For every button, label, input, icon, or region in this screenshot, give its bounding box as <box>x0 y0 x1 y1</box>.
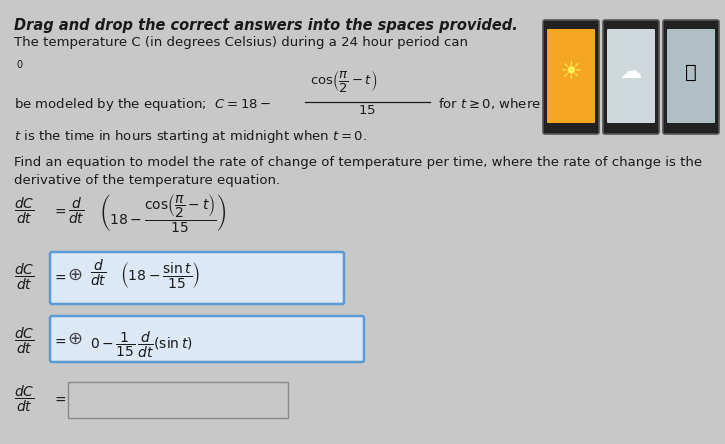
Text: The temperature C (in degrees Celsius) during a 24 hour period can: The temperature C (in degrees Celsius) d… <box>14 36 468 49</box>
Text: $=$: $=$ <box>52 392 67 406</box>
Text: be modeled by the equation;  $C = 18 -$: be modeled by the equation; $C = 18 -$ <box>14 96 271 113</box>
Text: for $t \geq 0$, where: for $t \geq 0$, where <box>438 96 541 111</box>
Text: $\left(18 - \dfrac{\sin t}{15}\right)$: $\left(18 - \dfrac{\sin t}{15}\right)$ <box>120 260 200 290</box>
FancyBboxPatch shape <box>547 29 595 123</box>
Text: Find an equation to model the rate of change of temperature per time, where the : Find an equation to model the rate of ch… <box>14 156 702 169</box>
FancyBboxPatch shape <box>667 29 715 123</box>
FancyBboxPatch shape <box>50 316 364 362</box>
Text: ☀: ☀ <box>560 60 582 84</box>
Text: $=$: $=$ <box>52 204 67 218</box>
Text: $t$ is the time in hours starting at midnight when $t = 0$.: $t$ is the time in hours starting at mid… <box>14 128 367 145</box>
Text: ⛅: ⛅ <box>685 63 697 82</box>
FancyBboxPatch shape <box>603 20 659 134</box>
Text: $\dfrac{dC}{dt}$: $\dfrac{dC}{dt}$ <box>14 326 35 357</box>
FancyBboxPatch shape <box>543 20 599 134</box>
Bar <box>68 382 288 418</box>
Text: $\dfrac{d}{dt}$: $\dfrac{d}{dt}$ <box>68 196 85 226</box>
Text: $15$: $15$ <box>358 104 376 117</box>
Text: $=$: $=$ <box>52 270 67 284</box>
Text: $=$: $=$ <box>52 334 67 348</box>
FancyBboxPatch shape <box>607 29 655 123</box>
FancyBboxPatch shape <box>50 252 344 304</box>
Text: $\dfrac{dC}{dt}$: $\dfrac{dC}{dt}$ <box>14 384 35 414</box>
Text: ⊕: ⊕ <box>67 266 82 284</box>
Text: $\dfrac{dC}{dt}$: $\dfrac{dC}{dt}$ <box>14 262 35 292</box>
Text: $\left(18 - \dfrac{\cos\!\left(\dfrac{\pi}{2}-t\right)}{15}\right)$: $\left(18 - \dfrac{\cos\!\left(\dfrac{\p… <box>100 192 226 234</box>
Text: ☁: ☁ <box>620 62 642 82</box>
Text: $\dfrac{d}{dt}$: $\dfrac{d}{dt}$ <box>90 258 107 288</box>
Text: Drag and drop the correct answers into the spaces provided.: Drag and drop the correct answers into t… <box>14 18 518 33</box>
Text: ⊕: ⊕ <box>67 330 82 348</box>
Text: $0 - \dfrac{1}{15}\,\dfrac{d}{dt}(\sin t)$: $0 - \dfrac{1}{15}\,\dfrac{d}{dt}(\sin t… <box>90 330 193 361</box>
Text: 0: 0 <box>16 60 22 70</box>
FancyBboxPatch shape <box>663 20 719 134</box>
Text: derivative of the temperature equation.: derivative of the temperature equation. <box>14 174 280 187</box>
Text: $\cos\!\left(\dfrac{\pi}{2} - t\right)$: $\cos\!\left(\dfrac{\pi}{2} - t\right)$ <box>310 68 377 94</box>
Text: $\dfrac{dC}{dt}$: $\dfrac{dC}{dt}$ <box>14 196 35 226</box>
